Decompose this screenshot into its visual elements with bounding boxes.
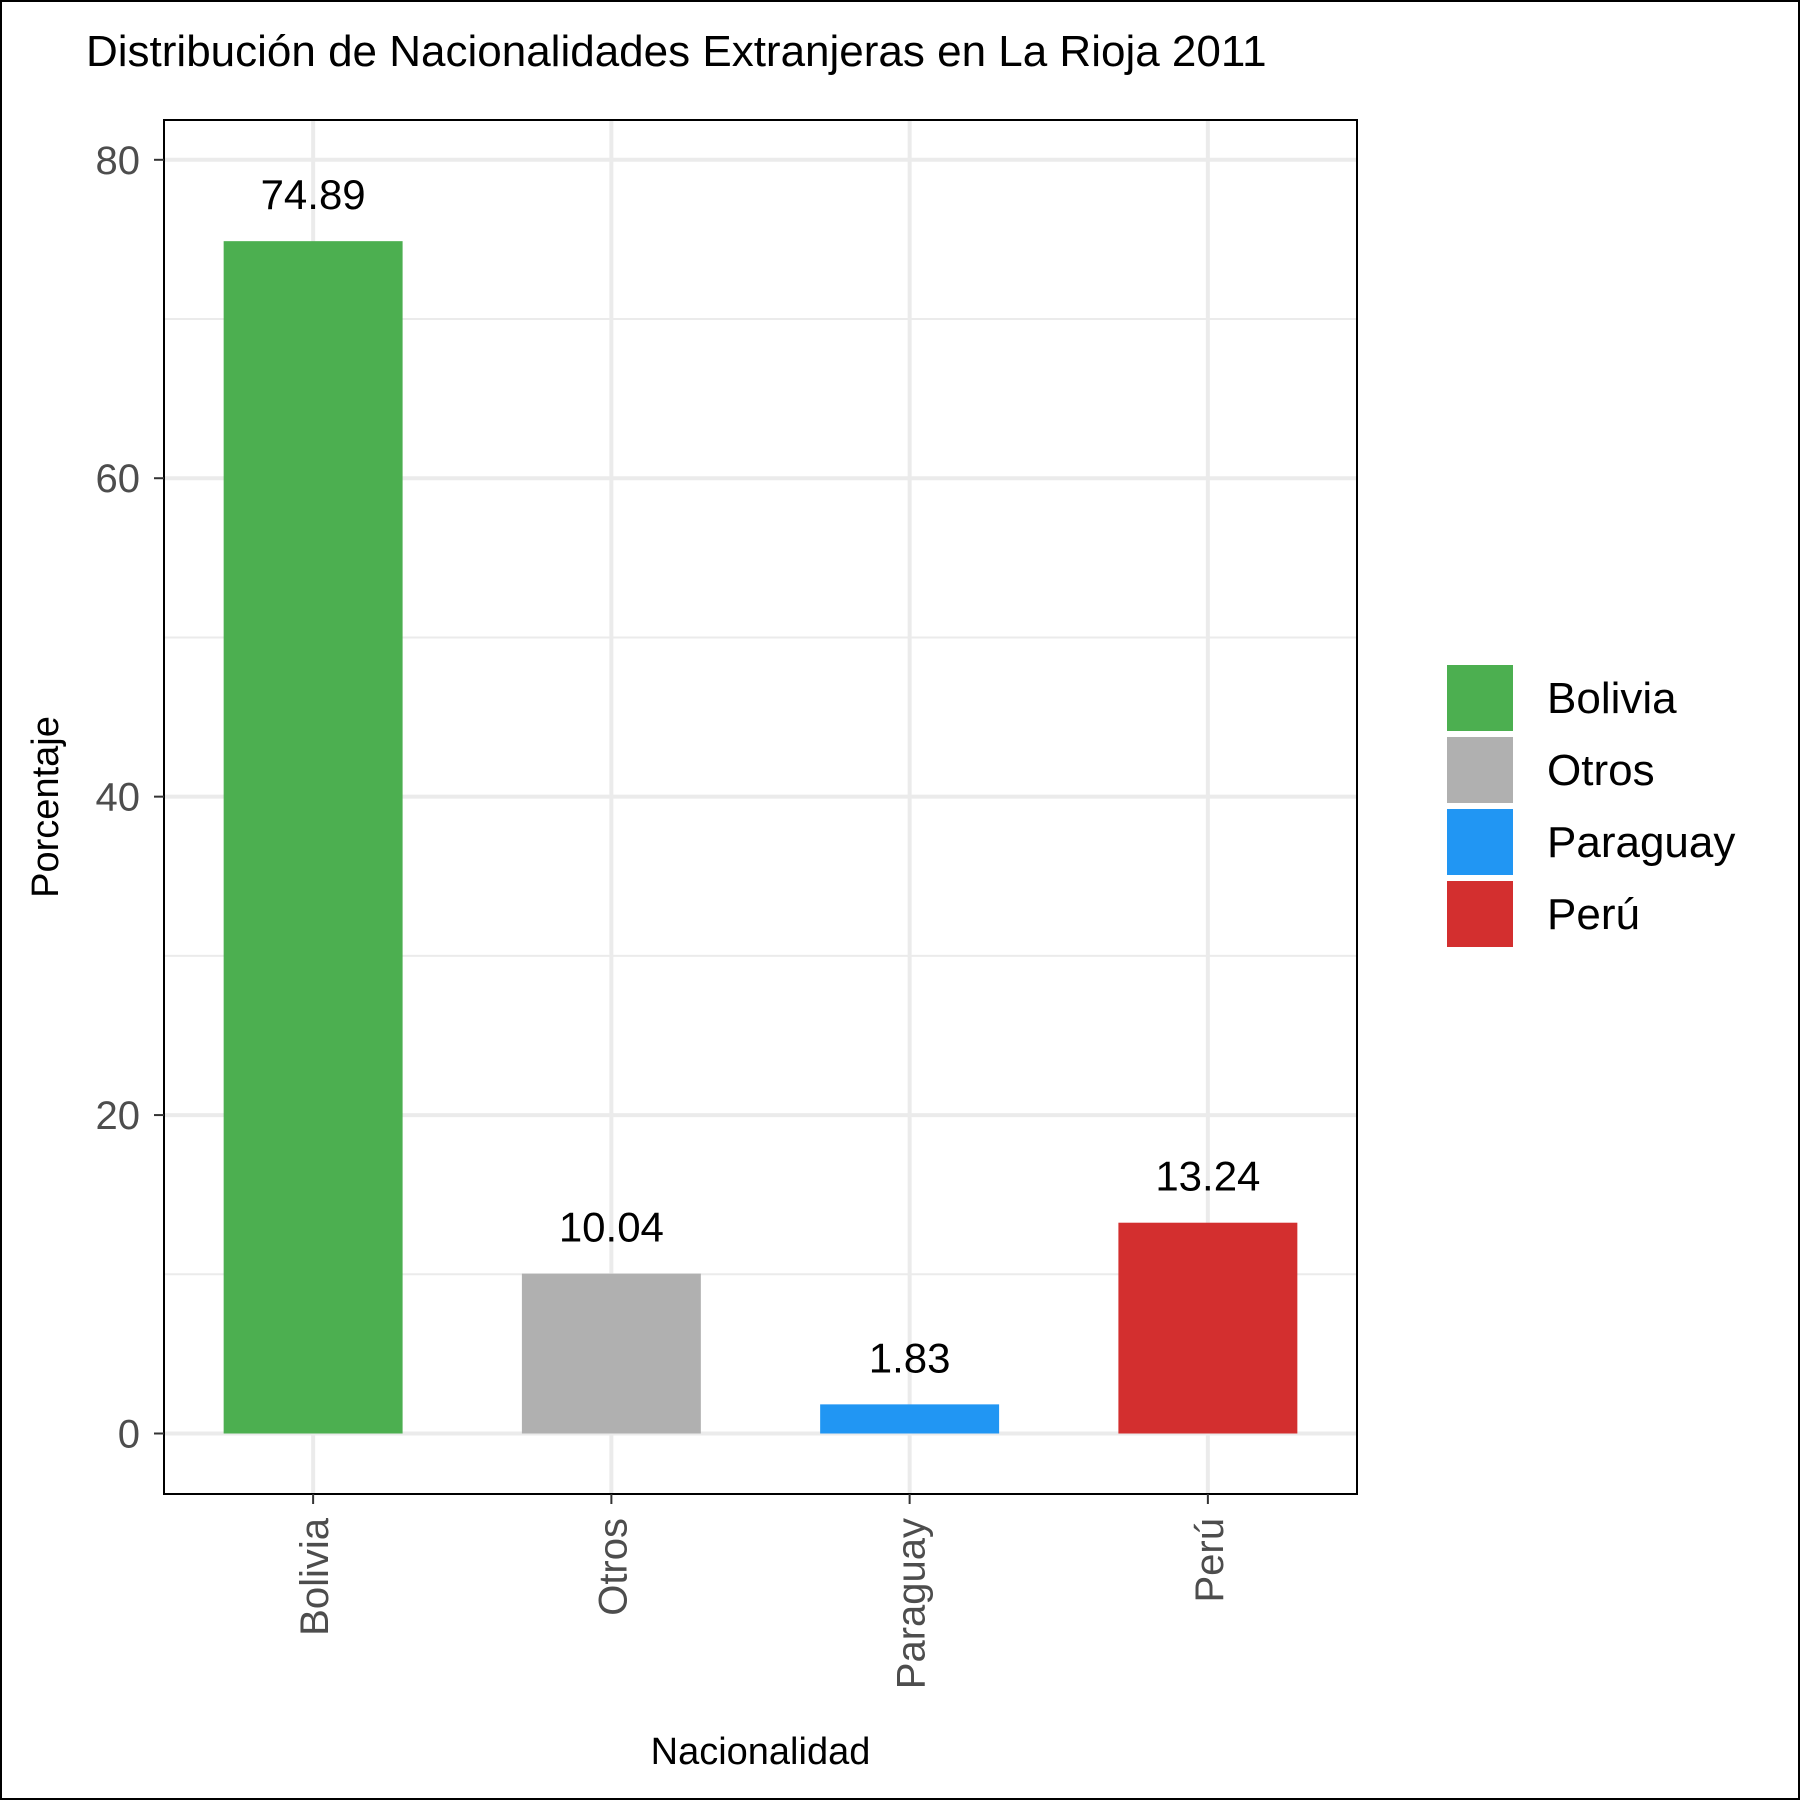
y-axis-title: Porcentaje (25, 716, 67, 898)
x-tick-label: Bolivia (293, 1517, 337, 1636)
legend-key (1447, 665, 1513, 731)
x-axis-ticks: Bolivia Otros Paraguay Perú (293, 1494, 1232, 1689)
legend-key (1447, 809, 1513, 875)
y-tick-label: 20 (96, 1094, 141, 1138)
bar-bolivia (223, 241, 403, 1434)
y-tick-label: 60 (96, 457, 141, 501)
y-tick-label: 80 (96, 139, 141, 183)
x-tick-label: Perú (1188, 1518, 1232, 1603)
bar-otros (521, 1273, 701, 1434)
bars (223, 241, 1298, 1434)
bar-value-label: 74.89 (261, 171, 366, 218)
plot-panel-border (163, 119, 1358, 1495)
legend-key (1447, 737, 1513, 803)
bar-perú (1118, 1222, 1298, 1434)
bar-paraguay (820, 1404, 1000, 1434)
bar-value-label: 1.83 (869, 1334, 951, 1381)
legend-key (1447, 881, 1513, 947)
legend-label: Perú (1547, 890, 1640, 939)
bar-labels: 74.89 10.04 1.83 13.24 (261, 171, 1261, 1381)
legend-label: Bolivia (1547, 674, 1677, 723)
y-tick-label: 0 (118, 1412, 140, 1456)
x-tick-label: Paraguay (890, 1518, 934, 1689)
x-tick-label: Otros (591, 1518, 635, 1616)
y-axis-ticks: 0 20 40 60 80 (96, 139, 164, 1456)
legend-label: Otros (1547, 746, 1655, 795)
x-axis-title: Nacionalidad (651, 1731, 871, 1773)
y-tick-label: 40 (96, 776, 141, 820)
legend: Bolivia Otros Paraguay Perú (1447, 665, 1735, 947)
legend-label: Paraguay (1547, 818, 1735, 867)
chart-title: Distribución de Nacionalidades Extranjer… (86, 27, 1267, 76)
bar-value-label: 10.04 (559, 1204, 664, 1251)
bar-value-label: 13.24 (1155, 1153, 1260, 1200)
